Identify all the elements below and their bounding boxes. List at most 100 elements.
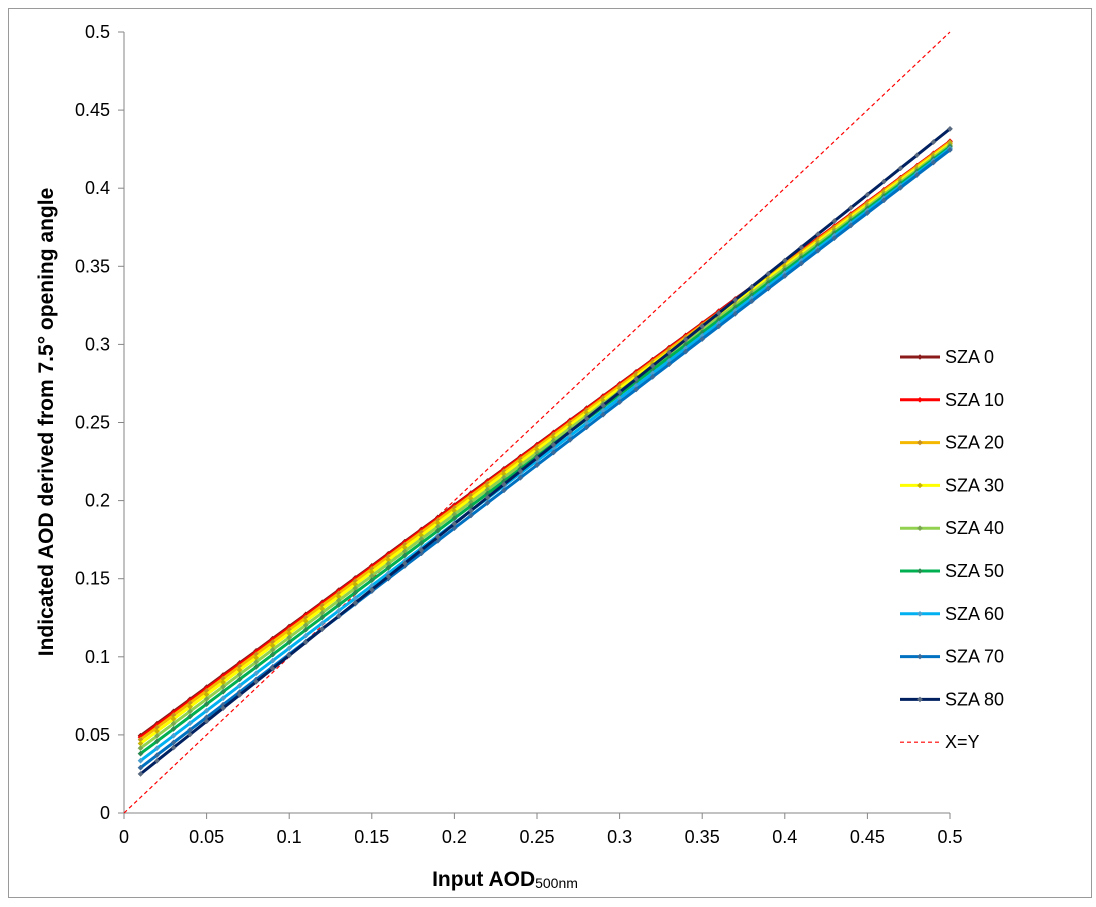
data-point	[220, 688, 227, 695]
series-line	[139, 127, 951, 776]
y-tick-label: 0.15	[75, 569, 110, 589]
data-point	[269, 657, 276, 664]
data-point	[154, 738, 160, 745]
data-point	[187, 720, 194, 727]
data-point	[864, 191, 871, 198]
legend-label: SZA 20	[945, 433, 1004, 453]
legend-marker	[917, 482, 923, 489]
data-point	[880, 178, 887, 185]
data-point	[484, 499, 491, 506]
data-point	[319, 620, 326, 627]
data-point	[616, 389, 623, 396]
data-point	[732, 310, 739, 317]
series-line	[139, 147, 951, 762]
x-tick-label: 0.05	[189, 827, 224, 847]
data-point	[567, 436, 573, 443]
x-axis-title-main: Input AOD	[432, 868, 535, 891]
data-point	[203, 707, 210, 714]
data-point	[930, 159, 937, 166]
legend-label: SZA 60	[945, 604, 1004, 624]
data-point	[847, 222, 854, 229]
data-point	[368, 586, 375, 593]
y-tick-label: 0.5	[85, 22, 110, 42]
data-point	[319, 626, 326, 633]
y-tick-label: 0.35	[75, 256, 110, 276]
data-point	[352, 599, 359, 606]
reference-line-x-equals-y	[123, 31, 951, 814]
data-point	[699, 323, 706, 330]
data-point	[269, 665, 276, 672]
data-point	[170, 732, 177, 739]
data-point	[236, 692, 243, 698]
y-tick-label: 0	[100, 803, 110, 823]
x-tick-label: 0	[119, 827, 129, 847]
x-tick-label: 0.3	[607, 827, 632, 847]
chart-frame	[8, 8, 1092, 898]
reference-line-group	[123, 31, 951, 814]
legend-label: SZA 10	[945, 390, 1004, 410]
data-point	[666, 349, 673, 356]
x-tick-label: 0.4	[772, 827, 797, 847]
data-point	[451, 525, 458, 532]
legend-item: SZA 40	[900, 518, 1004, 538]
x-tick-label: 0.45	[850, 827, 885, 847]
series-sza-30	[137, 140, 953, 747]
x-tick-label: 0.5	[937, 827, 962, 847]
legend-marker	[917, 397, 923, 403]
y-axis-title: Indicated AOD derived from 7.5° opening …	[35, 188, 58, 657]
x-tick-label: 0.2	[442, 827, 467, 847]
data-point	[319, 614, 326, 621]
data-point	[352, 589, 359, 596]
data-point	[567, 428, 573, 435]
legend-item: SZA 10	[900, 390, 1004, 410]
data-point	[137, 770, 144, 777]
series-sza-60	[137, 145, 953, 764]
legend-marker	[917, 696, 923, 703]
data-point	[418, 547, 425, 554]
x-tick-label: 0.15	[354, 827, 389, 847]
axes: 0 0.05 0.1 0.15 0.2 0.25 0.3 0.35 0.4 0.45 0.5 0 0.0…	[75, 22, 963, 847]
data-point	[286, 645, 293, 652]
series-line	[139, 148, 951, 769]
data-point	[947, 146, 953, 153]
legend-label: SZA 50	[945, 561, 1004, 581]
legend-marker	[917, 354, 923, 360]
data-point	[765, 285, 772, 292]
data-point	[583, 415, 590, 422]
data-point	[137, 750, 144, 757]
y-tick-label: 0.25	[75, 413, 110, 433]
y-tick-label: 0.1	[85, 647, 110, 667]
data-point	[715, 323, 722, 330]
data-point	[798, 260, 805, 267]
legend-label: SZA 80	[945, 689, 1004, 709]
data-point	[748, 298, 755, 305]
legend-item: SZA 80	[900, 689, 1004, 709]
x-axis-title-subscript: 500nm	[535, 875, 578, 891]
data-point	[583, 424, 590, 431]
y-tick-label: 0.3	[85, 334, 110, 354]
data-point	[484, 494, 491, 501]
data-point	[236, 676, 243, 683]
legend-marker	[917, 568, 923, 574]
x-tick-label: 0.35	[685, 827, 720, 847]
data-point	[534, 455, 540, 461]
series-line	[139, 142, 951, 745]
data-point	[649, 373, 656, 380]
data-point	[517, 474, 524, 481]
data-point	[666, 361, 673, 368]
data-point	[253, 663, 260, 670]
data-point	[137, 757, 144, 764]
data-point	[187, 713, 194, 720]
data-point	[467, 507, 474, 514]
data-point	[550, 449, 557, 456]
data-point	[897, 165, 904, 172]
series-sza-80	[137, 125, 953, 777]
legend-item: X=Y	[900, 732, 980, 752]
data-point	[914, 152, 920, 159]
data-point	[154, 752, 160, 759]
data-point	[633, 376, 640, 382]
data-point	[814, 247, 821, 254]
data-point	[154, 757, 160, 764]
data-point	[302, 626, 309, 633]
